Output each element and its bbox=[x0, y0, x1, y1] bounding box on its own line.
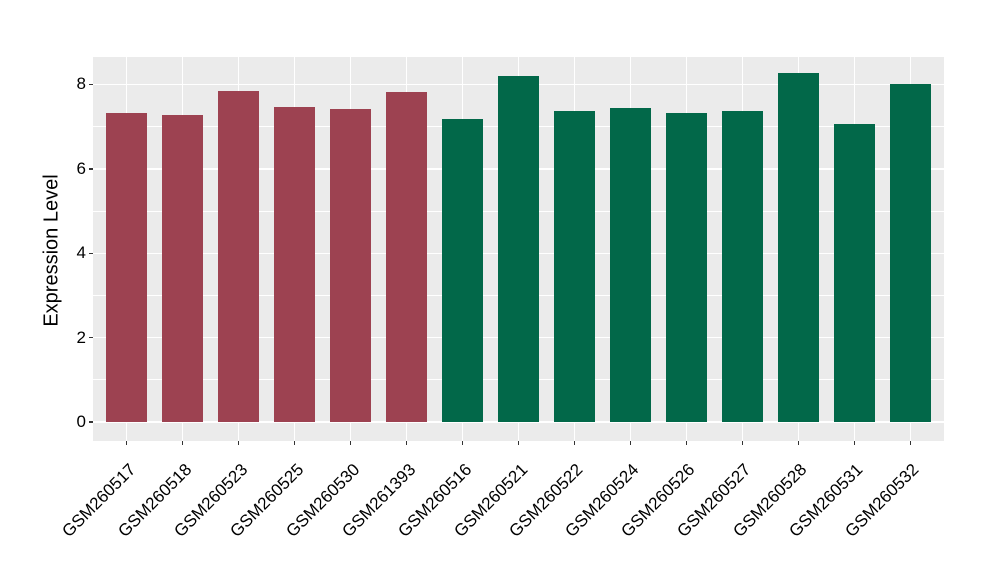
y-tick-mark-0 bbox=[89, 421, 93, 423]
x-tick-mark-GSM260528 bbox=[797, 441, 800, 445]
bar-GSM260530 bbox=[330, 108, 371, 422]
bar-GSM260522 bbox=[554, 110, 595, 422]
x-tick-mark-GSM260516 bbox=[461, 441, 464, 445]
bar-GSM260526 bbox=[666, 113, 707, 422]
x-tick-mark-GSM260530 bbox=[349, 441, 352, 445]
x-tick-mark-GSM260524 bbox=[629, 441, 632, 445]
x-tick-mark-GSM260531 bbox=[853, 441, 856, 445]
bar-GSM260524 bbox=[610, 107, 651, 422]
bar-GSM260518 bbox=[162, 115, 203, 422]
y-tick-mark-2 bbox=[89, 336, 93, 339]
x-tick-mark-GSM260518 bbox=[181, 441, 184, 445]
x-tick-mark-GSM260526 bbox=[685, 441, 688, 445]
y-tick-label-2: 2 bbox=[76, 327, 86, 347]
bar-GSM260516 bbox=[442, 119, 483, 422]
bar-GSM260523 bbox=[218, 90, 259, 422]
bar-GSM260528 bbox=[778, 73, 819, 422]
x-tick-mark-GSM260521 bbox=[517, 441, 520, 445]
y-tick-label-0: 0 bbox=[76, 412, 86, 431]
bar-GSM260532 bbox=[890, 83, 931, 422]
x-tick-mark-GSM260532 bbox=[909, 441, 912, 445]
x-tick-mark-GSM260527 bbox=[741, 441, 744, 445]
x-tick-mark-GSM260523 bbox=[237, 441, 240, 445]
y-tick-label-8: 8 bbox=[76, 74, 86, 94]
y-tick-mark-6 bbox=[89, 168, 93, 170]
plot-panel bbox=[93, 57, 944, 441]
bar-GSM260521 bbox=[498, 76, 539, 422]
y-tick-mark-8 bbox=[89, 83, 93, 86]
bar-GSM260525 bbox=[274, 106, 315, 422]
y-tick-label-6: 6 bbox=[76, 158, 86, 178]
bar-GSM260527 bbox=[722, 111, 763, 422]
bar-GSM261393 bbox=[386, 92, 427, 422]
y-tick-mark-4 bbox=[89, 252, 93, 254]
x-tick-mark-GSM260525 bbox=[293, 441, 296, 445]
bar-GSM260531 bbox=[834, 124, 875, 422]
y-tick-label-4: 4 bbox=[76, 243, 86, 263]
x-tick-mark-GSM260517 bbox=[125, 441, 128, 445]
bar-GSM260517 bbox=[106, 113, 147, 422]
x-tick-mark-GSM260522 bbox=[573, 441, 576, 445]
x-tick-mark-GSM261393 bbox=[405, 441, 408, 445]
